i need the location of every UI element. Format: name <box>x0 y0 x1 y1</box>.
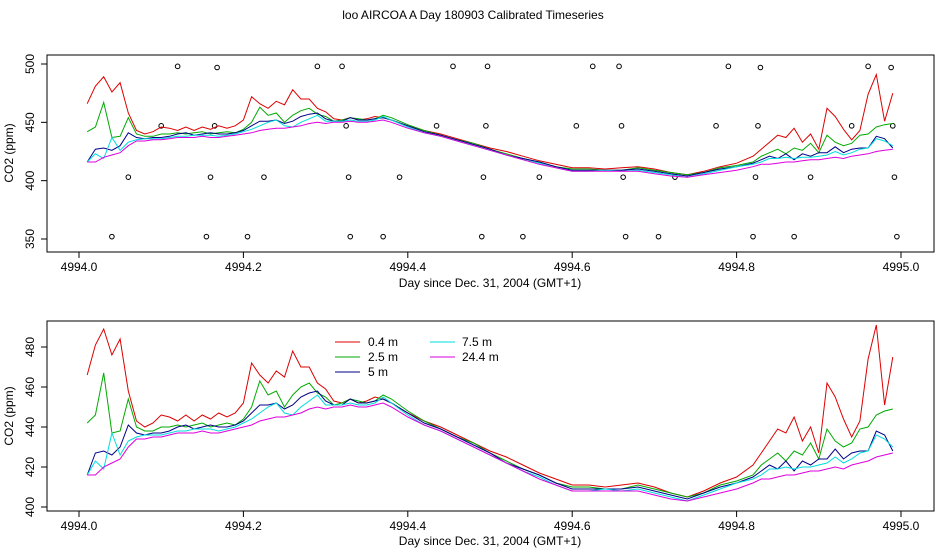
calibration-point <box>807 174 814 180</box>
calibration-point <box>655 233 662 240</box>
calibration-point <box>214 64 220 71</box>
bottom-series-lines <box>86 324 894 502</box>
calibration-point <box>433 123 440 129</box>
calibration-point <box>520 233 526 240</box>
calibration-point <box>347 233 354 240</box>
calibration-point <box>750 233 756 240</box>
top-x-axis: 4994.0 4994.2 4994.4 4994.6 4994.8 4995.0 <box>61 252 920 274</box>
y-tick-label: 450 <box>23 112 37 132</box>
figure-title: loo AIRCOA A Day 180903 Calibrated Times… <box>342 8 603 22</box>
bottom-series-7-5-mline <box>86 394 894 502</box>
x-tick-label: 4995.0 <box>883 519 920 533</box>
legend: 0.4 m2.5 m5 m 7.5 m24.4 m <box>335 335 499 379</box>
calibration-point <box>616 63 622 70</box>
x-tick-label: 4994.4 <box>389 519 426 533</box>
calibration-point <box>725 63 732 70</box>
top-series-2-5-mline <box>86 100 893 176</box>
x-tick-label: 4995.0 <box>883 260 920 274</box>
calibration-point <box>791 233 797 240</box>
calibration-point <box>339 63 345 70</box>
calibration-point <box>211 123 218 129</box>
legend-label: 7.5 m <box>462 335 492 349</box>
calibration-point <box>573 123 580 129</box>
legend-label: 2.5 m <box>368 350 398 364</box>
calibration-point <box>618 123 625 129</box>
calibration-point <box>244 233 251 240</box>
top-y-axis: 350 400 450 500 <box>23 54 47 249</box>
top-series-24-4-mline <box>87 119 893 178</box>
x-tick-label: 4994.2 <box>225 519 262 533</box>
calibration-point <box>174 63 181 70</box>
top-series-5-mline <box>86 112 894 177</box>
calibration-point <box>314 63 321 70</box>
calibration-point <box>483 123 489 129</box>
calibration-point <box>865 63 871 70</box>
calibration-point <box>589 63 596 70</box>
bottom-x-axis-label: Day since Dec. 31, 2004 (GMT+1) <box>399 534 581 548</box>
calibration-point <box>109 233 115 240</box>
bottom-plot-frame <box>46 320 935 512</box>
y-tick-label: 400 <box>23 497 37 517</box>
calibration-point <box>672 174 678 180</box>
calibration-point <box>888 64 894 71</box>
legend-label: 24.4 m <box>462 350 499 364</box>
calibration-point <box>345 174 352 180</box>
calibration-point <box>450 63 456 70</box>
calibration-point <box>125 174 132 180</box>
y-tick-label: 420 <box>23 457 37 477</box>
calibration-point <box>261 174 267 180</box>
x-tick-label: 4994.6 <box>554 260 591 274</box>
y-tick-label: 350 <box>23 229 37 249</box>
bottom-series-2-5-mline <box>86 372 893 498</box>
x-tick-label: 4994.8 <box>718 519 755 533</box>
x-tick-label: 4994.2 <box>225 260 262 274</box>
x-tick-label: 4994.8 <box>718 260 755 274</box>
top-series-0-4-mline <box>86 72 894 176</box>
bottom-y-axis: 400 420 440 460 480 <box>23 337 47 517</box>
x-tick-label: 4994.0 <box>61 260 98 274</box>
calibration-point <box>396 174 403 180</box>
calibration-point <box>207 174 214 180</box>
calibration-panel: 4994.0 4994.2 4994.4 4994.6 4994.8 4995.0 350… <box>2 54 935 290</box>
y-tick-label: 400 <box>23 170 37 190</box>
top-x-axis-label: Day since Dec. 31, 2004 (GMT+1) <box>399 276 581 290</box>
top-series-7-5-mline <box>86 114 894 178</box>
calibration-point <box>620 174 626 180</box>
bottom-y-axis-label: CO2 (ppm) <box>2 386 16 445</box>
calibration-point <box>343 123 349 129</box>
calibration-point <box>480 174 487 180</box>
calibration-point <box>848 123 855 129</box>
calibration-point <box>713 123 719 129</box>
calibration-point <box>891 174 898 180</box>
calibration-point <box>894 233 900 240</box>
calibration-point <box>755 123 761 129</box>
top-series-lines <box>86 72 894 178</box>
calibration-point <box>203 233 210 240</box>
timeseries-panel: 4994.0 4994.2 4994.4 4994.6 4994.8 4995.0 400… <box>2 320 935 548</box>
x-tick-label: 4994.0 <box>61 519 98 533</box>
calibration-point <box>158 123 164 129</box>
legend-label: 5 m <box>368 365 388 379</box>
y-tick-label: 500 <box>23 54 37 74</box>
bottom-series-5-mline <box>86 390 894 500</box>
calibration-points <box>109 63 900 240</box>
calibration-point <box>536 174 543 180</box>
top-plot-frame <box>46 54 935 253</box>
x-tick-label: 4994.6 <box>554 519 591 533</box>
y-tick-label: 440 <box>23 417 37 437</box>
bottom-x-axis: 4994.0 4994.2 4994.4 4994.6 4994.8 4995.0 <box>61 511 920 533</box>
y-tick-label: 460 <box>23 377 37 397</box>
calibration-point <box>752 174 759 180</box>
top-y-axis-label: CO2 (ppm) <box>2 123 16 182</box>
bottom-series-24-4-mline <box>87 402 893 502</box>
calibration-point <box>484 63 491 70</box>
y-tick-label: 480 <box>23 337 37 357</box>
calibration-point <box>757 64 764 71</box>
x-tick-label: 4994.4 <box>389 260 426 274</box>
calibration-point <box>622 233 629 240</box>
legend-label: 0.4 m <box>368 335 398 349</box>
calibration-point <box>380 233 386 240</box>
calibration-point <box>478 233 485 240</box>
